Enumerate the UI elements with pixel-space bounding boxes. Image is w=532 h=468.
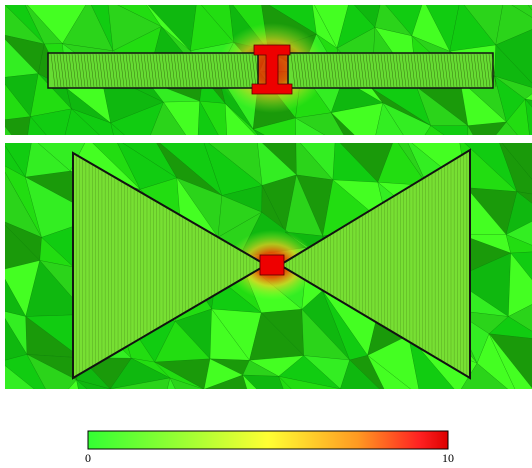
colorbar-gradient — [88, 431, 448, 449]
mesh-cell — [380, 398, 417, 432]
colorbar: 0 10 — [85, 431, 454, 463]
mesh-cell — [49, 405, 87, 432]
mesh-cell — [458, 394, 491, 432]
mesh-cell — [110, 389, 157, 432]
mesh-cell — [491, 399, 532, 432]
bowtie-panel — [0, 138, 532, 432]
dipole-arm — [48, 53, 258, 88]
dipole-panel — [0, 0, 532, 152]
mesh-cell — [195, 389, 259, 432]
mesh-cell — [0, 405, 54, 432]
colorbar-tick-label: 10 — [442, 451, 454, 463]
figure: 0 10 — [0, 0, 532, 463]
mesh-cell — [334, 389, 380, 432]
colorbar-tick-label: 0 — [85, 451, 91, 463]
mesh-cell — [0, 405, 49, 432]
mesh-cell — [420, 394, 461, 432]
mesh-cell — [388, 397, 420, 432]
mesh-cell — [340, 389, 388, 432]
feed-gap — [260, 255, 284, 275]
mesh-cell — [520, 399, 532, 432]
mesh-cell — [416, 397, 462, 432]
mesh-cell — [458, 394, 519, 432]
